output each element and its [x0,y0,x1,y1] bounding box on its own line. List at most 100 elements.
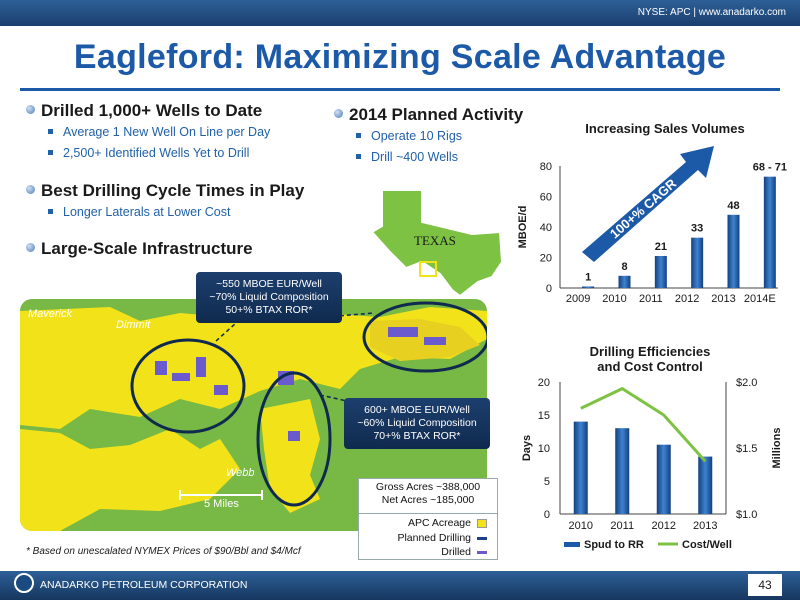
bullet-planned-activity: 2014 Planned Activity [334,105,523,125]
chart2-legend-label: Cost/Well [682,539,732,551]
drilling-block [288,431,300,441]
drilling-block [155,361,167,375]
chart2-x-tick: 2010 [569,520,593,532]
company-logo-icon [14,573,34,593]
chart1-x-tick: 2011 [639,293,663,305]
chart1-title: Increasing Sales Volumes [585,121,745,136]
drilling-block [172,373,190,381]
chart2-title: Drilling Efficiencies and Cost Control [540,344,760,374]
chart2-cost-line [580,386,707,463]
square-bullet-icon [48,209,53,214]
chart2-y-tick: 0 [544,509,550,521]
chart2-y-tick: 10 [538,443,550,455]
callout-dimmit: ~550 MBOE EUR/Well ~70% Liquid Compositi… [196,272,342,323]
drilling-block [214,385,228,395]
chart1-bar [618,275,631,288]
corporation-name: ANADARKO PETROLEUM CORPORATION [40,579,248,591]
texas-shape [370,189,504,298]
bullet-cycle-times: Best Drilling Cycle Times in Play [26,181,304,201]
chart1-data-label: 33 [691,223,703,235]
top-banner: NYSE: APC | www.anadarko.com [0,0,800,26]
chart1-bar [727,214,740,288]
sub-bullet-text: Average 1 New Well On Line per Day [63,125,271,139]
chart2-y-tick: 5 [544,476,550,488]
callout-line: 50+% BTAX ROR* [225,304,313,316]
focus-ellipse-dimmit [130,338,246,434]
chart1-x-tick: 2010 [602,293,626,305]
chart2-bar [656,444,671,514]
chart2-title-line: and Cost Control [597,359,703,374]
focus-ellipse-northeast [362,301,487,373]
map-legend: Gross Acres ~388,000 Net Acres ~185,000 … [358,478,498,560]
sub-bullet-text: Drill ~400 Wells [371,150,458,164]
chart1-y-tick: 20 [540,253,552,265]
chart1-x-tick: 2009 [566,293,590,305]
callout-line: ~60% Liquid Composition [357,417,477,429]
square-bullet-icon [48,129,53,134]
chart2-bar [615,428,630,514]
chart1-bar [763,176,776,288]
chart2-x-tick: 2012 [652,520,676,532]
chart2-y-label: Days [521,435,533,461]
drilling-block [388,327,418,337]
bullet-icon [26,185,35,194]
chart2-y2-tick: $1.5 [736,443,757,455]
bullet-icon [26,243,35,252]
footnote: * Based on unescalated NYMEX Prices of $… [26,546,301,557]
chart2-bar [698,456,713,514]
bullet-infrastructure: Large-Scale Infrastructure [26,239,253,259]
legend-label-acreage: APC Acreage [407,517,471,529]
callout-leader [215,322,237,342]
chart2-y-tick: 15 [538,410,550,422]
callout-line: ~550 MBOE EUR/Well [216,278,322,290]
legend-label-drilled: Drilled [441,546,471,558]
bullet-icon [334,109,343,118]
title-divider [20,88,780,91]
chart1-y-tick: 60 [540,192,552,204]
chart2-bar [573,421,588,514]
chart2-title-line: Drilling Efficiencies [589,344,711,359]
chart1-data-label: 1 [585,271,591,283]
chart1-data-label: 21 [655,241,667,253]
square-bullet-icon [356,133,361,138]
chart1-y-label: MBOE/d [517,206,529,249]
legend-swatch-acreage [477,519,487,528]
chart1-bar [691,237,704,288]
sub-bullet-wells: Drill ~400 Wells [356,150,458,164]
chart1-bar [654,255,667,288]
square-bullet-icon [356,154,361,159]
region-highlight [419,261,437,277]
chart2-y2-tick: $1.0 [736,509,757,521]
chart2-x-tick: 2011 [610,520,634,532]
county-label-maverick: Maverick [28,308,73,320]
county-label-webb: Webb [226,467,255,479]
chart1-y-tick: 80 [540,161,552,173]
chart2-y2-label: Millions [771,428,783,469]
chart1-x-tick: 2013 [711,293,735,305]
chart1-y-tick: 40 [540,222,552,234]
slide-title: Eagleford: Maximizing Scale Advantage [73,38,727,76]
square-bullet-icon [48,150,53,155]
legend-label-planned: Planned Drilling [397,532,471,544]
county-label-dimmit: Dimmit [116,319,151,331]
focus-ellipse-webb [256,371,332,507]
bullet-icon [26,105,35,114]
drilling-efficiency-chart: 0 5 10 15 20 $1.0 $1.5 $2.0 Days Millions 2010 2011… [521,377,783,551]
chart2-x-tick: 2013 [693,520,717,532]
scale-label: 5 Miles [204,498,239,510]
chart1-data-label: 68 - 71 [753,162,787,174]
sub-bullet-text: 2,500+ Identified Wells Yet to Drill [63,146,250,160]
gross-acres: Gross Acres ~388,000 [375,481,481,493]
acreage-map-drawing [20,301,487,531]
sub-bullet-text: Longer Laterals at Lower Cost [63,205,231,219]
callout-line: 600+ MBOE EUR/Well [364,404,470,416]
chart2-y-tick: 20 [538,377,550,389]
legend-swatch-drilled [477,551,487,554]
sub-bullet-text: Operate 10 Rigs [371,129,463,143]
chart1-x-tick: 2014E [744,293,776,305]
texas-map: TEXAS [370,189,504,298]
page-number: 43 [748,574,782,596]
chart1-data-label: 8 [621,261,627,273]
sub-bullet-1: Average 1 New Well On Line per Day [48,125,270,139]
chart1-x-tick: 2012 [675,293,699,305]
